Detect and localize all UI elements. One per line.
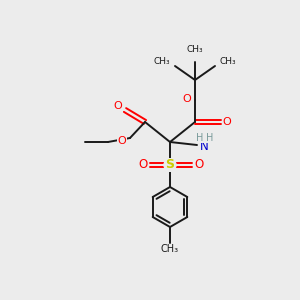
Text: O: O	[118, 136, 126, 146]
Text: N: N	[200, 140, 208, 152]
Text: O: O	[194, 158, 204, 172]
Text: O: O	[183, 94, 191, 104]
Text: CH₃: CH₃	[220, 58, 237, 67]
Text: O: O	[223, 117, 231, 127]
Text: O: O	[138, 158, 148, 172]
Text: H: H	[206, 133, 214, 143]
Text: CH₃: CH₃	[153, 58, 170, 67]
Text: S: S	[166, 158, 175, 172]
Circle shape	[164, 159, 176, 171]
Text: CH₃: CH₃	[187, 45, 203, 54]
Text: H: H	[196, 133, 204, 143]
Text: O: O	[114, 101, 122, 111]
Text: CH₃: CH₃	[161, 244, 179, 254]
